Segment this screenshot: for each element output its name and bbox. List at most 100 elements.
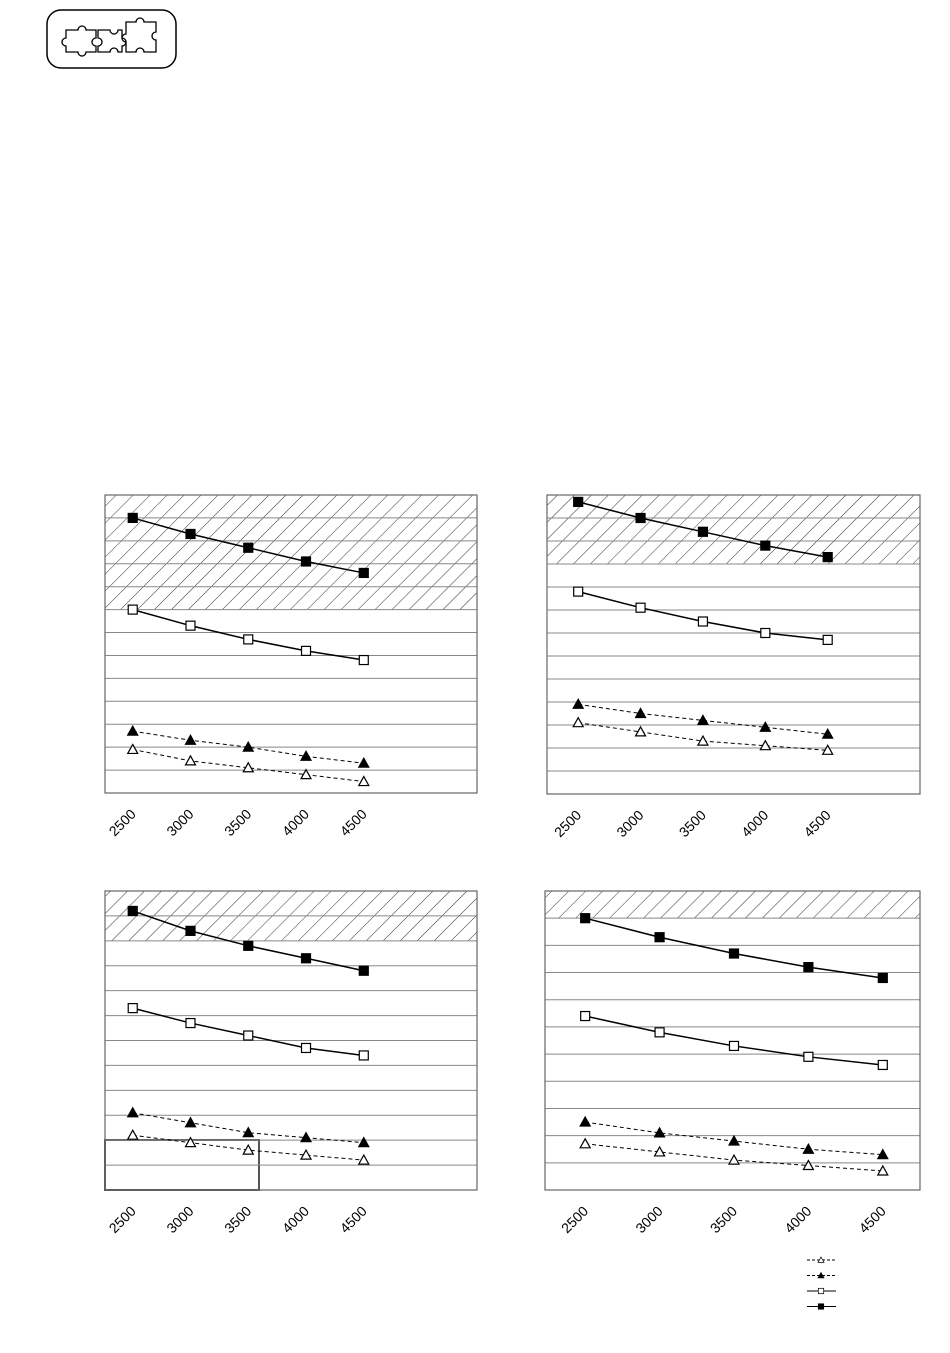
x-tick-label: 2500 (106, 806, 139, 839)
marker (821, 727, 834, 739)
x-tick-label: 3000 (613, 807, 646, 840)
marker (299, 1148, 313, 1160)
marker (877, 972, 888, 984)
marker (127, 905, 138, 917)
marker (727, 1134, 741, 1146)
marker (634, 707, 647, 719)
plot-frame (104, 494, 478, 794)
marker (572, 698, 585, 709)
marker (357, 775, 370, 787)
marker (572, 716, 585, 728)
marker (184, 754, 197, 766)
marker (127, 512, 138, 524)
x-tick-label: 4000 (781, 1203, 814, 1236)
legend-marker (817, 1271, 825, 1279)
marker (727, 1153, 741, 1165)
series-line (584, 917, 883, 979)
hatched-zone (105, 495, 477, 610)
marker (728, 1040, 740, 1052)
marker (654, 1027, 665, 1038)
x-tick-label: 3000 (163, 806, 196, 839)
marker (358, 965, 369, 976)
marker (300, 645, 312, 656)
marker (760, 627, 771, 639)
legend-marker (817, 1287, 825, 1295)
x-tick-label: 2500 (551, 807, 584, 840)
marker (300, 1042, 312, 1054)
marker (822, 551, 833, 563)
marker (242, 1143, 255, 1155)
marker (358, 1050, 369, 1061)
marker (877, 1059, 888, 1071)
chart: 2500 3000 3500 4000 4500 (104, 494, 478, 839)
marker (127, 1003, 138, 1014)
marker (243, 940, 254, 951)
marker (184, 1136, 197, 1148)
series-line (132, 1134, 364, 1161)
plot-frame (546, 494, 921, 795)
x-tick-label: 4000 (279, 806, 312, 839)
marker (126, 724, 139, 736)
x-tick-label: 3500 (707, 1203, 740, 1236)
marker (580, 1010, 591, 1022)
x-tick-label: 4500 (337, 806, 370, 839)
chart: 2500 3000 3500 4000 4500 (544, 890, 921, 1236)
marker (802, 1159, 815, 1171)
marker (243, 1030, 254, 1041)
x-tick-label: 3000 (632, 1203, 665, 1236)
marker (580, 913, 591, 924)
x-tick-label: 3500 (676, 807, 709, 840)
marker (358, 567, 369, 579)
marker (299, 1131, 313, 1143)
marker (243, 634, 254, 645)
marker (185, 1017, 196, 1029)
marker (876, 1148, 889, 1160)
marker (653, 1126, 666, 1138)
hatched-zone (545, 891, 920, 919)
marker (697, 526, 709, 537)
marker (653, 1145, 666, 1157)
marker (635, 512, 646, 524)
x-tick-label: 3500 (221, 806, 254, 839)
marker (696, 714, 709, 725)
x-tick-label: 2500 (106, 1203, 139, 1236)
x-tick-label: 4500 (337, 1203, 370, 1236)
marker (822, 634, 833, 646)
marker (127, 604, 138, 615)
marker (876, 1164, 889, 1176)
puzzle-icon (46, 9, 177, 69)
hatched-zone (547, 495, 920, 564)
marker (803, 962, 814, 973)
x-tick-label: 3000 (163, 1203, 196, 1236)
series-line (132, 730, 364, 764)
marker (299, 750, 313, 761)
marker (185, 925, 196, 936)
marker (242, 1126, 255, 1138)
marker (760, 540, 771, 551)
marker (184, 734, 197, 745)
x-tick-label: 4500 (856, 1203, 889, 1236)
marker (126, 1106, 139, 1118)
marker (654, 932, 665, 943)
legend-marker (817, 1256, 825, 1263)
marker (357, 1153, 370, 1165)
x-tick-label: 2500 (558, 1203, 591, 1236)
marker (802, 1142, 815, 1154)
marker (634, 725, 647, 737)
chart: 2500 3000 3500 4000 4500 (104, 890, 478, 1236)
marker (803, 1051, 814, 1062)
marker (300, 953, 312, 964)
plot-frame (544, 890, 921, 1191)
marker (573, 586, 584, 597)
x-tick-label: 3500 (221, 1203, 254, 1236)
marker (242, 740, 255, 752)
marker (126, 1128, 139, 1140)
x-tick-label: 4000 (279, 1203, 312, 1236)
marker (242, 761, 255, 773)
marker (299, 768, 313, 780)
marker (759, 739, 772, 751)
marker (696, 734, 709, 746)
marker (579, 1137, 592, 1149)
marker (243, 542, 254, 553)
